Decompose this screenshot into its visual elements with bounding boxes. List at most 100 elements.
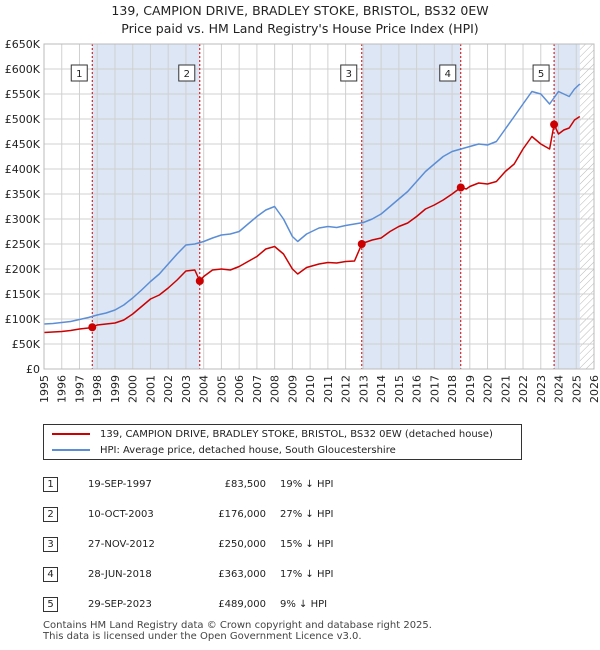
sale-date: 10-OCT-2003 <box>88 509 154 520</box>
sale-label-number: 5 <box>538 69 544 80</box>
x-tick-label: 2000 <box>127 375 140 403</box>
y-tick-label: £600K <box>5 63 41 76</box>
sale-row: 1 19-SEP-1997 £83,500 19% ↓ HPI <box>0 476 600 494</box>
legend-item-hpi: HPI: Average price, detached house, Sout… <box>52 443 396 459</box>
sale-hpi-diff: 15% ↓ HPI <box>280 539 334 550</box>
y-tick-label: £0 <box>26 363 40 376</box>
sale-label-box <box>340 64 358 82</box>
plot-frame <box>43 43 595 370</box>
sale-hpi-diff: 19% ↓ HPI <box>280 479 334 490</box>
sale-price: £489,000 <box>218 599 266 610</box>
sale-point <box>550 120 559 129</box>
sale-price: £363,000 <box>218 569 266 580</box>
sale-price: £83,500 <box>224 479 266 490</box>
title-line-1: 139, CAMPION DRIVE, BRADLEY STOKE, BRIST… <box>111 3 489 18</box>
x-tick-label: 2008 <box>269 375 282 403</box>
x-tick-label: 2024 <box>553 375 566 403</box>
x-tick-label: 2019 <box>464 375 477 403</box>
sale-row: 2 10-OCT-2003 £176,000 27% ↓ HPI <box>0 506 600 524</box>
y-tick-label: £300K <box>5 213 41 226</box>
y-tick-label: £150K <box>5 288 41 301</box>
x-tick-label: 2018 <box>446 375 459 403</box>
sale-hpi-diff: 27% ↓ HPI <box>280 509 334 520</box>
x-tick-label: 2020 <box>482 375 495 403</box>
x-tick-label: 2009 <box>286 375 299 403</box>
y-tick-label: £500K <box>5 113 41 126</box>
sale-number: 2 <box>43 507 58 522</box>
x-tick-label: 1999 <box>109 375 122 403</box>
y-tick-label: £350K <box>5 188 41 201</box>
x-tick-label: 1995 <box>38 375 51 403</box>
x-tick-label: 2002 <box>162 375 175 403</box>
sale-label-box <box>439 64 457 82</box>
sale-label-number: 2 <box>184 69 190 80</box>
x-tick-label: 2006 <box>233 375 246 403</box>
legend-item-property: 139, CAMPION DRIVE, BRADLEY STOKE, BRIST… <box>52 427 493 443</box>
legend-label-hpi: HPI: Average price, detached house, Sout… <box>100 445 396 456</box>
sale-label-box <box>178 64 196 82</box>
forecast-hatch <box>579 44 594 369</box>
sale-price: £250,000 <box>218 539 266 550</box>
sale-number: 3 <box>43 537 58 552</box>
sale-number: 5 <box>43 597 58 612</box>
price-chart: 1 2 3 4 5 £0 £50K £100K £150K £200K £250K £300K £35… <box>5 38 600 403</box>
y-tick-label: £400K <box>5 163 41 176</box>
x-tick-label: 2010 <box>304 375 317 403</box>
x-tick-label: 2005 <box>215 375 228 403</box>
x-tick-label: 2004 <box>198 375 211 403</box>
title-line-2: Price paid vs. HM Land Registry's House … <box>121 21 479 36</box>
x-tick-label: 2014 <box>375 375 388 403</box>
x-tick-label: 2021 <box>499 375 512 403</box>
y-tick-label: £250K <box>5 238 41 251</box>
sale-date: 29-SEP-2023 <box>88 599 152 610</box>
x-tick-label: 2025 <box>570 375 583 403</box>
y-tick-label: £450K <box>5 138 41 151</box>
y-tick-label: £200K <box>5 263 41 276</box>
y-tick-label: £550K <box>5 88 41 101</box>
x-tick-label: 2007 <box>251 375 264 403</box>
y-tick-label: £650K <box>5 38 41 51</box>
sale-number: 4 <box>43 567 58 582</box>
sale-label-number: 3 <box>346 69 352 80</box>
sale-label-number: 4 <box>445 69 451 80</box>
sale-number: 1 <box>43 477 58 492</box>
chart-title: 139, CAMPION DRIVE, BRADLEY STOKE, BRIST… <box>0 2 600 38</box>
sale-hpi-diff: 17% ↓ HPI <box>280 569 334 580</box>
legend-label-property: 139, CAMPION DRIVE, BRADLEY STOKE, BRIST… <box>100 429 493 440</box>
x-tick-label: 2013 <box>357 375 370 403</box>
x-tick-label: 2022 <box>517 375 530 403</box>
sale-point <box>357 240 366 248</box>
x-tick-label: 2001 <box>144 375 157 403</box>
footer-attribution: Contains HM Land Registry data © Crown c… <box>43 620 432 642</box>
footer-line-2: This data is licensed under the Open Gov… <box>43 631 362 642</box>
sale-label-box <box>70 64 88 82</box>
sale-price: £176,000 <box>218 509 266 520</box>
sale-date: 19-SEP-1997 <box>88 479 152 490</box>
y-tick-label: £100K <box>5 313 41 326</box>
x-tick-label: 1998 <box>91 375 104 403</box>
legend: 139, CAMPION DRIVE, BRADLEY STOKE, BRIST… <box>43 424 522 460</box>
sale-point <box>88 323 97 332</box>
x-tick-label: 2012 <box>340 375 353 403</box>
x-tick-label: 2011 <box>322 375 335 403</box>
x-tick-label: 2016 <box>411 375 424 403</box>
sale-row: 4 28-JUN-2018 £363,000 17% ↓ HPI <box>0 566 600 584</box>
sale-period-shade <box>92 44 200 369</box>
x-tick-label: 1996 <box>56 375 69 403</box>
sale-label-number: 1 <box>76 69 82 80</box>
sale-row: 5 29-SEP-2023 £489,000 9% ↓ HPI <box>0 596 600 614</box>
y-tick-label: £50K <box>12 338 41 351</box>
legend-swatch-property <box>52 433 90 435</box>
x-tick-label: 2017 <box>428 375 441 403</box>
sale-point <box>456 183 465 192</box>
x-tick-label: 2015 <box>393 375 406 403</box>
sale-date: 27-NOV-2012 <box>88 539 155 550</box>
x-tick-label: 2003 <box>180 375 193 403</box>
hpi-line <box>43 83 581 325</box>
sale-date: 28-JUN-2018 <box>88 569 152 580</box>
sale-hpi-diff: 9% ↓ HPI <box>280 599 328 610</box>
sale-period-shade <box>361 44 461 369</box>
sale-point <box>195 277 204 285</box>
legend-swatch-hpi <box>52 449 90 451</box>
x-tick-label: 2026 <box>588 375 600 403</box>
